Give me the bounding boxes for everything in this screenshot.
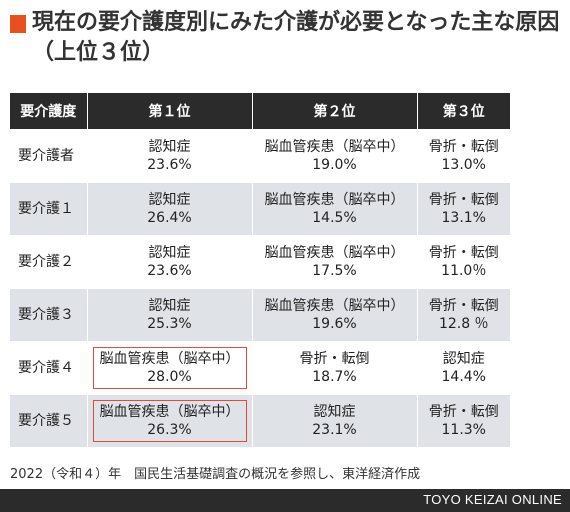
rank-1-cell: 脳血管疾患（脳卒中） 26.3% <box>87 394 253 447</box>
header-level: 要介護度 <box>10 93 88 130</box>
cause-percent: 12.8 ％ <box>438 316 489 332</box>
cause-percent: 26.3% <box>147 422 192 438</box>
cause-name: 骨折・転倒 <box>428 298 499 314</box>
header-rank-3: 第３位 <box>417 93 510 130</box>
cause-percent: 13.1% <box>441 210 486 226</box>
cause-name: 脳血管疾患（脳卒中） <box>99 351 240 367</box>
cause-percent: 28.0% <box>147 369 192 385</box>
cause-name: 骨折・転倒 <box>428 139 499 155</box>
cause-percent: 19.6% <box>312 316 357 332</box>
rank-2-cell: 認知症 23.1% <box>252 394 418 447</box>
cause-name: 認知症 <box>148 192 191 208</box>
cause-name: 認知症 <box>313 404 356 420</box>
cause-percent: 11.0％ <box>441 263 487 279</box>
table-row: 要介護４ 脳血管疾患（脳卒中） 28.0% 骨折・転倒 18.7% 認知症 14.4% <box>10 341 510 395</box>
rank-3-cell: 骨折・転倒 13.1% <box>417 182 510 236</box>
cause-name: 骨折・転倒 <box>428 245 499 261</box>
cause-percent: 14.4% <box>441 369 486 385</box>
cause-percent: 13.0% <box>441 157 486 173</box>
header-rank-1: 第１位 <box>87 93 253 130</box>
title-accent-square <box>10 15 26 33</box>
cause-name: 骨折・転倒 <box>428 404 499 420</box>
footer-bar: TOYO KEIZAI ONLINE <box>0 489 570 512</box>
cause-name: 骨折・転倒 <box>428 192 499 208</box>
rank-1-cell: 認知症 25.3% <box>87 288 253 342</box>
rank-1-cell: 認知症 23.6% <box>87 235 253 289</box>
rank-2-cell: 脳血管疾患（脳卒中） 19.0% <box>252 129 418 183</box>
rank-3-cell: 認知症 14.4% <box>417 341 510 395</box>
cause-name: 認知症 <box>148 139 191 155</box>
cause-name: 脳血管疾患（脳卒中） <box>264 139 405 155</box>
cause-percent: 23.6% <box>147 263 192 279</box>
cause-percent: 11.3% <box>441 422 486 438</box>
cause-name: 脳血管疾患（脳卒中） <box>99 404 240 420</box>
cause-name: 骨折・転倒 <box>299 351 370 367</box>
table-row: 要介護２ 認知症 23.6% 脳血管疾患（脳卒中） 17.5% 骨折・転倒 11.0％ <box>10 235 510 289</box>
level-cell: 要介護１ <box>10 182 88 236</box>
cause-percent: 14.5% <box>312 210 357 226</box>
cause-name: 認知症 <box>148 245 191 261</box>
table-row: 要介護１ 認知症 26.4% 脳血管疾患（脳卒中） 14.5% 骨折・転倒 13.1% <box>10 182 510 236</box>
level-cell: 要介護５ <box>10 394 88 447</box>
rank-2-cell: 骨折・転倒 18.7% <box>252 341 418 395</box>
rank-2-cell: 脳血管疾患（脳卒中） 14.5% <box>252 182 418 236</box>
page-title: 現在の要介護度別にみた介護が必要となった主な原因（上位３位） <box>32 10 560 65</box>
level-cell: 要介護４ <box>10 341 88 395</box>
rank-2-cell: 脳血管疾患（脳卒中） 19.6% <box>252 288 418 342</box>
cause-percent: 23.1% <box>312 422 357 438</box>
cause-name: 脳血管疾患（脳卒中） <box>264 298 405 314</box>
rank-3-cell: 骨折・転倒 12.8 ％ <box>417 288 510 342</box>
brand-logo: TOYO KEIZAI ONLINE <box>423 492 562 507</box>
cause-percent: 25.3% <box>147 316 192 332</box>
table-row: 要介護５ 脳血管疾患（脳卒中） 26.3% 認知症 23.1% 骨折・転倒 11.3% <box>10 394 510 447</box>
rank-1-cell: 脳血管疾患（脳卒中） 28.0% <box>87 341 253 395</box>
cause-name: 認知症 <box>148 298 191 314</box>
cause-percent: 23.6% <box>147 157 192 173</box>
rank-1-cell: 認知症 26.4% <box>87 182 253 236</box>
table-row: 要介護３ 認知症 25.3% 脳血管疾患（脳卒中） 19.6% 骨折・転倒 12.8 … <box>10 288 510 342</box>
highlight-box: 脳血管疾患（脳卒中） 26.3% <box>92 400 247 442</box>
rank-2-cell: 脳血管疾患（脳卒中） 17.5% <box>252 235 418 289</box>
source-note: 2022（令和４）年 国民生活基礎調査の概況を参照し、東洋経済作成 <box>10 467 421 482</box>
rank-3-cell: 骨折・転倒 11.3% <box>417 394 510 447</box>
cause-name: 脳血管疾患（脳卒中） <box>264 245 405 261</box>
causes-table: 要介護度 第１位 第２位 第３位 要介護者 認知症 23.6% 脳血管疾患（脳卒中… <box>10 93 510 447</box>
cause-percent: 17.5% <box>312 263 357 279</box>
table-row: 要介護者 認知症 23.6% 脳血管疾患（脳卒中） 19.0% 骨折・転倒 13.0% <box>10 129 510 183</box>
cause-percent: 26.4% <box>147 210 192 226</box>
cause-name: 脳血管疾患（脳卒中） <box>264 192 405 208</box>
level-cell: 要介護２ <box>10 235 88 289</box>
cause-percent: 18.7% <box>312 369 357 385</box>
level-cell: 要介護３ <box>10 288 88 342</box>
table-header-row: 要介護度 第１位 第２位 第３位 <box>10 93 510 130</box>
rank-1-cell: 認知症 23.6% <box>87 129 253 183</box>
title-block: 現在の要介護度別にみた介護が必要となった主な原因（上位３位） <box>10 8 560 68</box>
rank-3-cell: 骨折・転倒 11.0％ <box>417 235 510 289</box>
header-rank-2: 第２位 <box>252 93 418 130</box>
level-cell: 要介護者 <box>10 129 88 183</box>
highlight-box: 脳血管疾患（脳卒中） 28.0% <box>92 347 247 389</box>
cause-percent: 19.0% <box>312 157 357 173</box>
cause-name: 認知症 <box>442 351 485 367</box>
rank-3-cell: 骨折・転倒 13.0% <box>417 129 510 183</box>
